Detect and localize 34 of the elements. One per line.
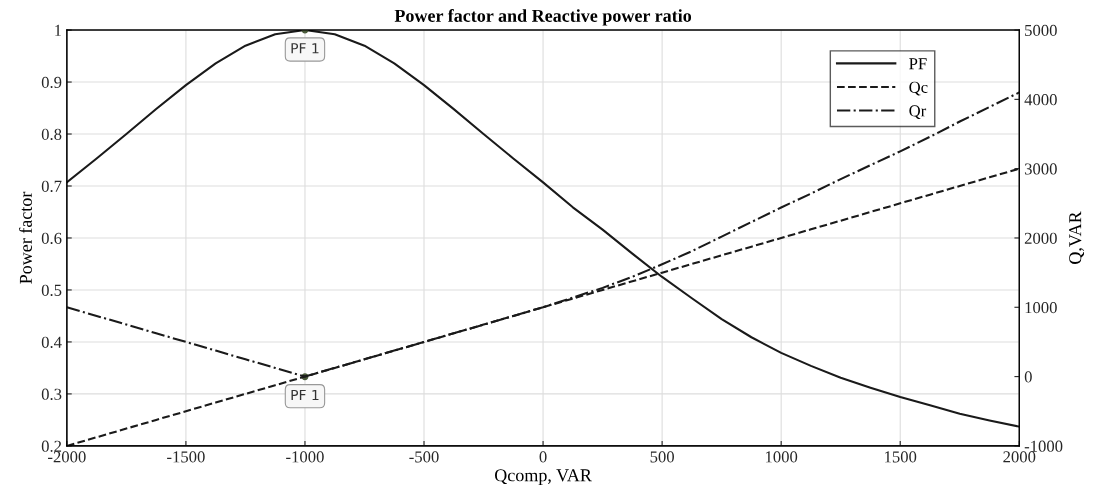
y2-tick-label: 1000 bbox=[1025, 301, 1057, 314]
y-tick-label: 0.2 bbox=[41, 440, 62, 452]
y2-tick-label: -1000 bbox=[1024, 440, 1063, 452]
x-tick-label: 1000 bbox=[765, 451, 798, 463]
x-axis-title: Qcomp, VAR bbox=[494, 469, 592, 486]
y-tick-label: 0.7 bbox=[41, 180, 62, 193]
annotation: PF 1 bbox=[291, 389, 319, 401]
y-tick-label: 1 bbox=[55, 24, 61, 36]
y-tick-label: 0.9 bbox=[41, 76, 62, 89]
x-tick-label: 1500 bbox=[885, 451, 917, 463]
y2-tick-label: 3000 bbox=[1024, 163, 1057, 175]
annotation: PF 1 bbox=[291, 43, 319, 54]
legend-label: Qc bbox=[909, 81, 928, 96]
y-tick-label: 0.5 bbox=[41, 284, 62, 296]
x-tick-label: 500 bbox=[650, 451, 674, 463]
y2-tick-label: 0 bbox=[1024, 371, 1032, 383]
y-tick-label: 0.6 bbox=[41, 232, 62, 244]
legend-label: Qr bbox=[909, 105, 927, 119]
legend-label: PF bbox=[909, 58, 927, 70]
x-tick-label: 0 bbox=[539, 451, 547, 463]
chart-title: Power factor and Reactive power ratio bbox=[394, 9, 692, 26]
y2-tick-label: 5000 bbox=[1025, 24, 1057, 37]
x-tick-label: -500 bbox=[409, 451, 439, 463]
x-tick-label: -2000 bbox=[48, 451, 86, 463]
y2-axis-title: Q,VAR bbox=[1069, 211, 1085, 264]
y2-tick-label: 2000 bbox=[1024, 232, 1057, 244]
x-tick-label: 2000 bbox=[1003, 451, 1036, 463]
y2-tick-label: 4000 bbox=[1024, 94, 1057, 106]
y-tick-label: 0.8 bbox=[41, 128, 62, 141]
x-tick-label: -1000 bbox=[286, 451, 324, 463]
y-tick-label: 0.3 bbox=[41, 388, 62, 400]
y-tick-label: 0.4 bbox=[41, 336, 62, 348]
y-axis-title: Power factor bbox=[19, 191, 32, 284]
x-tick-label: -1500 bbox=[167, 451, 205, 463]
